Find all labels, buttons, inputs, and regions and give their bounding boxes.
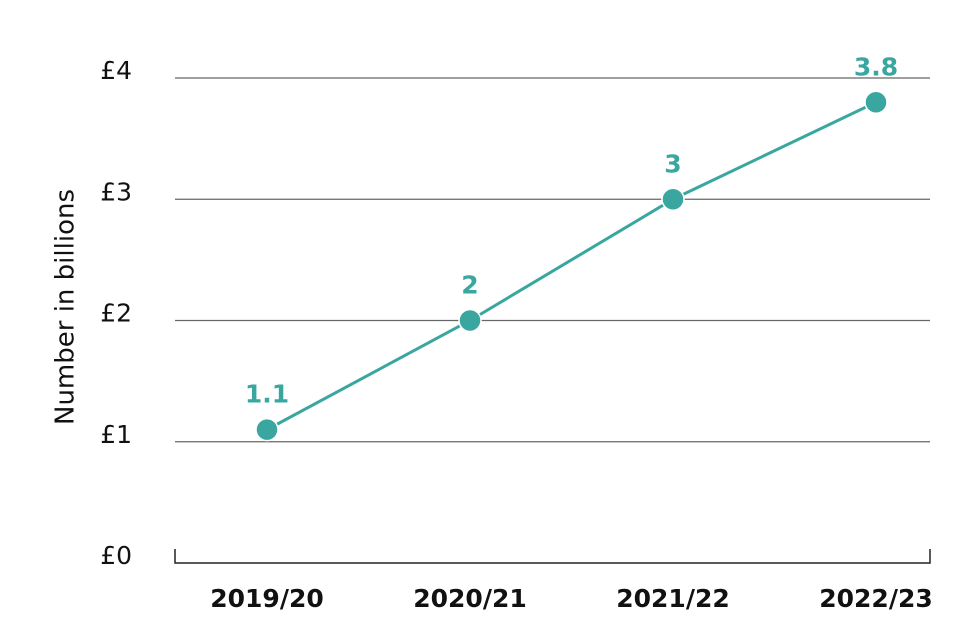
y-tick-label: £3: [100, 177, 132, 206]
x-tick-label: 2019/20: [210, 584, 324, 613]
point: [864, 90, 888, 114]
data-label: 3.8: [854, 52, 898, 81]
data-label: 3: [664, 149, 681, 178]
x-tick-label: 2020/21: [413, 584, 527, 613]
data-label: 1.1: [245, 380, 289, 409]
point: [458, 308, 482, 333]
point: [255, 417, 279, 442]
y-axis-label: Number in billions: [51, 189, 81, 425]
line: [266, 100, 877, 431]
y-tick-label: £2: [100, 299, 132, 328]
x-tick-label: 2021/22: [616, 584, 730, 613]
data-label: 2: [461, 271, 478, 300]
y-tick-label: £0: [100, 541, 132, 570]
y-tick-label: £4: [100, 56, 132, 85]
x-tick-label: 2022/23: [819, 584, 933, 613]
x-axis-line: [174, 549, 931, 564]
y-tick-label: £1: [100, 420, 132, 449]
point: [661, 187, 685, 211]
